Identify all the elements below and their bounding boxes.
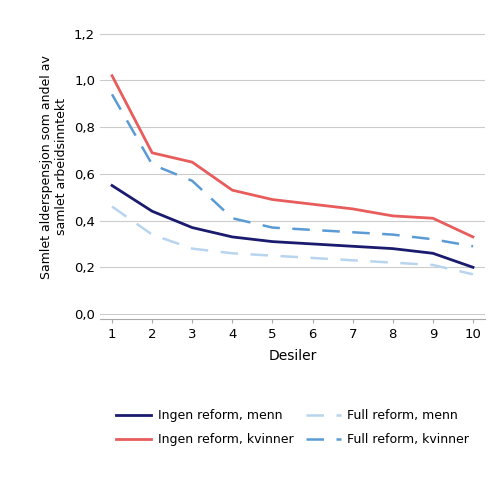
Y-axis label: Samlet alderspensjon som andel av
samlet arbeidsinntekt: Samlet alderspensjon som andel av samlet… [40,55,68,279]
Legend: Ingen reform, menn, Ingen reform, kvinner, Full reform, menn, Full reform, kvinn: Ingen reform, menn, Ingen reform, kvinne… [111,404,474,451]
X-axis label: Desiler: Desiler [268,349,316,363]
